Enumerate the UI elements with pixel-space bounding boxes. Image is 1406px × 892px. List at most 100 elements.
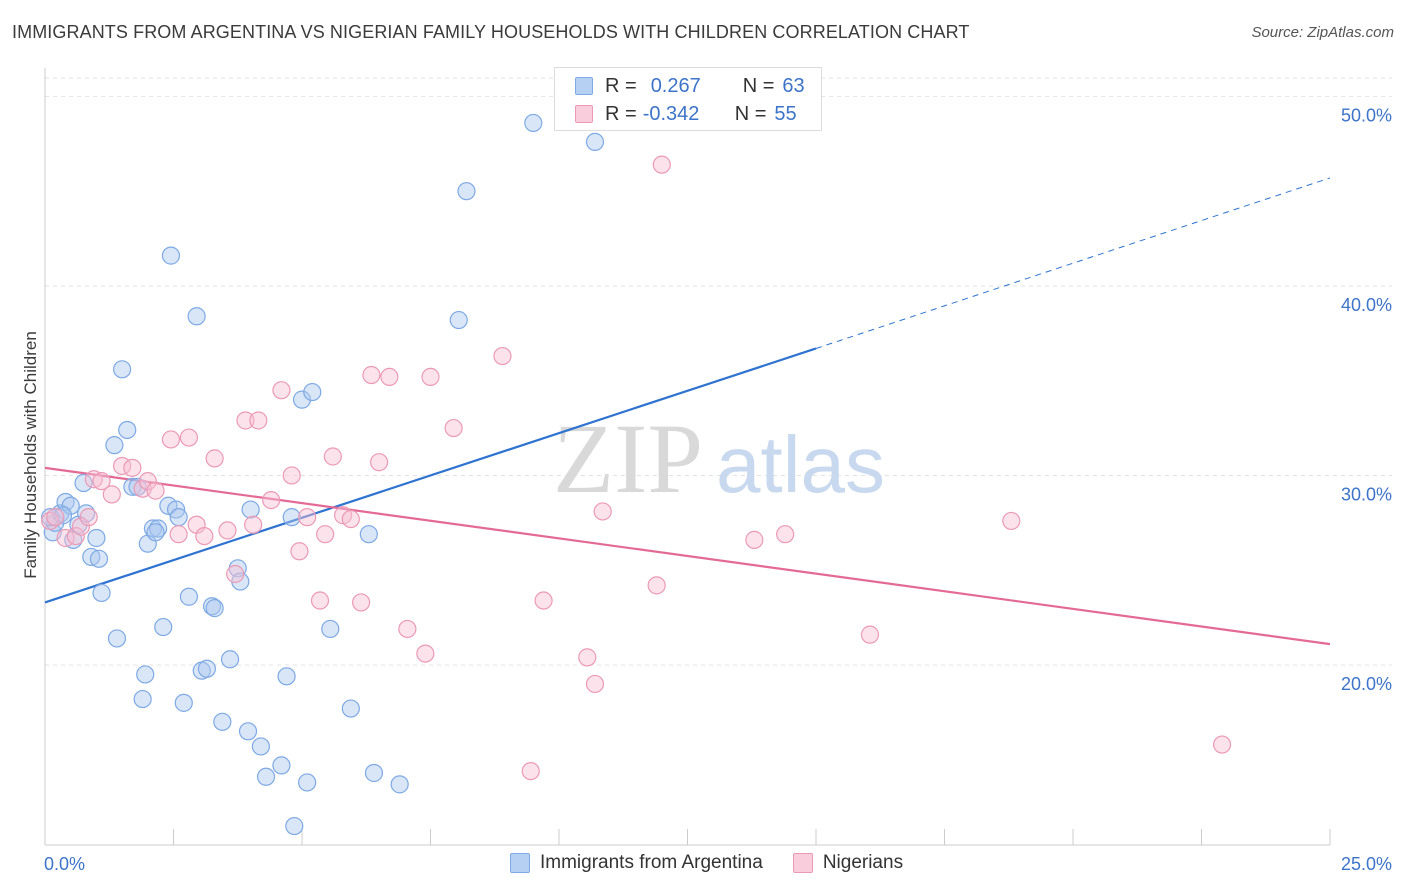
nigerians-point — [195, 526, 214, 546]
trendlines — [44, 177, 1331, 646]
nigerians-point — [444, 418, 463, 438]
argentina-point — [282, 508, 301, 527]
nigerians-point — [123, 458, 142, 477]
argentina-point — [169, 508, 188, 527]
legend-label-argentina: Immigrants from Argentina — [540, 852, 763, 873]
argentina-point — [277, 667, 296, 686]
axes: 20.0% 30.0% 40.0% 50.0% 0.0% 25.0% — [44, 68, 1392, 874]
argentina-point — [213, 712, 232, 731]
argentina-point — [220, 650, 240, 669]
trendline-argentina — [44, 347, 817, 604]
nigerians-point — [92, 472, 111, 491]
nigerians-point — [352, 593, 371, 612]
argentina-swatch — [575, 77, 593, 95]
series-legend: Immigrants from Argentina Nigerians — [510, 852, 933, 874]
argentina-point — [202, 597, 222, 616]
y-axis-label: Family Households with Children — [21, 331, 40, 579]
r-value: -0.342 — [642, 102, 700, 125]
nigerians-point — [244, 515, 263, 534]
argentina-point — [174, 693, 193, 712]
nigerians-point — [179, 428, 199, 447]
argentina-legend-swatch — [510, 853, 530, 873]
argentina-point — [298, 773, 317, 792]
r-label: R = — [605, 74, 637, 97]
nigerians-point — [66, 526, 85, 546]
argentina-point — [133, 689, 152, 709]
nigerians-point — [272, 381, 291, 400]
trendline-argentina-extension — [815, 177, 1331, 349]
argentina-point — [61, 496, 80, 515]
nigerians-point — [341, 509, 360, 529]
argentina-point — [272, 756, 291, 775]
legend-row-argentina: R = 0.267 N = 63 — [575, 73, 805, 99]
nigerians-point — [146, 481, 165, 500]
y-tick-label: 50.0% — [1341, 105, 1392, 125]
argentina-point — [118, 420, 137, 440]
argentina-point — [524, 113, 543, 133]
legend-item-nigerians: Nigerians — [792, 852, 903, 874]
nigerians-point — [46, 508, 65, 527]
argentina-point — [292, 390, 312, 409]
argentina-point — [92, 583, 111, 603]
nigerians-point — [161, 430, 181, 449]
nigerians-point — [310, 591, 330, 610]
nigerians-point — [398, 619, 417, 639]
argentina-point — [359, 525, 378, 544]
nigerians-point — [652, 155, 671, 174]
nigerians-point — [138, 472, 157, 491]
argentina-point — [251, 737, 270, 756]
argentina-point — [241, 500, 260, 519]
legend-row-nigerians: R = -0.342 N = 55 — [575, 101, 797, 127]
r-label: R = — [605, 102, 637, 125]
argentina-point — [364, 763, 384, 783]
y-tick-label: 20.0% — [1341, 674, 1392, 694]
argentina-point — [74, 473, 93, 493]
argentina-point — [256, 767, 276, 786]
nigerians-point — [416, 644, 435, 663]
nigerians-point — [298, 508, 317, 527]
argentina-point — [87, 528, 106, 548]
x-tick-label: 0.0% — [44, 854, 85, 874]
nigerians-point — [282, 466, 301, 485]
y-tick-label: 40.0% — [1341, 295, 1392, 315]
nigerians-point — [205, 449, 224, 468]
nigerians-point — [745, 530, 764, 549]
nigerians-point — [79, 508, 98, 527]
n-label: N = — [734, 102, 767, 125]
nigerians-point — [316, 525, 335, 544]
argentina-point — [457, 182, 476, 201]
source-label: Source: ZipAtlas.com — [1251, 24, 1394, 41]
n-value: 63 — [782, 74, 805, 97]
argentina-point — [285, 816, 304, 836]
argentina-point — [585, 132, 605, 152]
nigerians-point — [323, 447, 342, 466]
nigerians-point — [534, 591, 553, 610]
n-label: N = — [742, 74, 775, 97]
argentina-point — [161, 246, 181, 265]
nigerians-point — [71, 517, 91, 536]
n-value: 55 — [774, 102, 797, 125]
nigerians-point — [249, 411, 268, 430]
nigerians-point — [521, 761, 540, 781]
nigerians-point — [1002, 511, 1021, 531]
nigerians-point — [169, 525, 188, 544]
legend-item-argentina: Immigrants from Argentina — [510, 852, 763, 874]
argentina-point — [136, 665, 155, 684]
correlation-legend: R = 0.267 N = 63 R = -0.342 N = 55 — [554, 67, 822, 131]
chart-title: IMMIGRANTS FROM ARGENTINA VS NIGERIAN FA… — [12, 22, 970, 42]
argentina-point — [197, 659, 217, 678]
nigerians-legend-swatch — [792, 853, 813, 873]
argentina-point — [89, 549, 109, 568]
argentina-point — [112, 360, 132, 379]
argentina-point — [107, 629, 127, 648]
watermark-zip: ZIP — [553, 403, 703, 514]
trendline-nigerians — [44, 466, 1331, 646]
nigerians-point — [262, 490, 281, 510]
nigerians-point — [102, 485, 121, 504]
argentina-point — [179, 587, 199, 606]
r-value: 0.267 — [650, 74, 701, 97]
nigerians-point — [362, 365, 381, 385]
argentina-point — [321, 619, 340, 639]
nigerians-point — [860, 625, 880, 644]
